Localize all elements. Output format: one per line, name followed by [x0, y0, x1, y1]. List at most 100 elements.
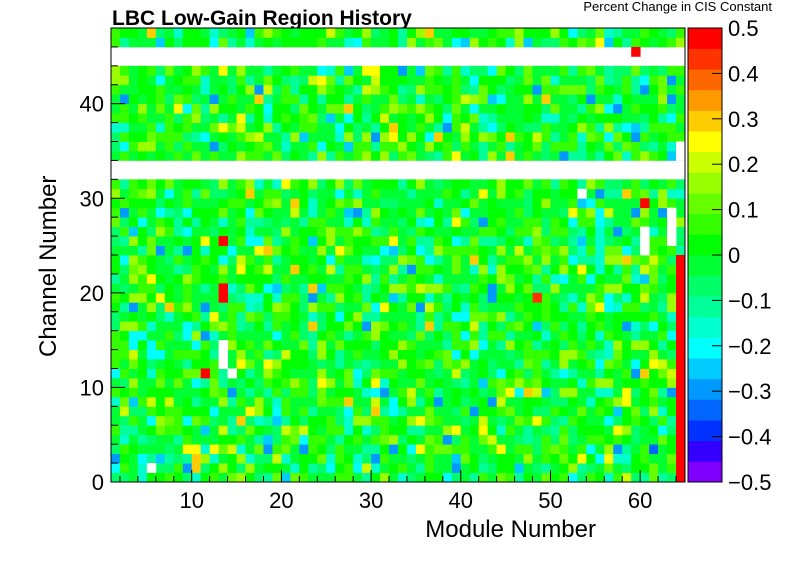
heatmap-cell: [559, 377, 569, 388]
heatmap-cell: [317, 340, 327, 350]
heatmap-cell: [433, 406, 444, 417]
heatmap-cell: [586, 179, 596, 190]
heatmap-cell: [398, 359, 408, 369]
heatmap-cell: [128, 359, 139, 369]
heatmap-cell: [496, 150, 507, 161]
heatmap-cell: [604, 368, 614, 379]
heatmap-cell: [290, 28, 300, 38]
heatmap-cell: [433, 264, 444, 275]
heatmap-cell: [191, 396, 202, 407]
heatmap-cell: [487, 226, 498, 237]
heatmap-cell: [424, 340, 435, 350]
heatmap-cell: [586, 444, 596, 455]
heatmap-cell: [415, 283, 426, 294]
heatmap-cell: [146, 396, 157, 407]
heatmap-cell: [308, 302, 318, 313]
heatmap-cell: [442, 283, 453, 294]
heatmap-cell: [514, 359, 524, 369]
heatmap-cell: [451, 425, 462, 436]
heatmap-cell: [173, 65, 184, 76]
heatmap-cell: [263, 396, 273, 407]
heatmap-cell: [254, 377, 264, 388]
heatmap-cell: [245, 396, 255, 407]
heatmap-cell: [326, 188, 336, 199]
heatmap-cell: [281, 207, 291, 218]
heatmap-cell: [173, 463, 184, 473]
heatmap-cell: [532, 377, 542, 388]
heatmap-cell: [398, 340, 408, 350]
heatmap-cell: [155, 65, 166, 76]
heatmap-cell: [523, 188, 533, 199]
heatmap-cell: [236, 75, 246, 86]
heatmap-cell: [595, 321, 605, 332]
heatmap-cell: [308, 37, 318, 48]
heatmap-cell: [469, 113, 480, 123]
heatmap-cell: [191, 292, 202, 303]
heatmap-cell: [478, 330, 489, 341]
heatmap-cell: [469, 207, 480, 218]
y-tick-label: 10: [80, 375, 104, 400]
heatmap-cell: [335, 103, 345, 114]
heatmap-cell: [209, 387, 220, 398]
heatmap-cell: [290, 236, 300, 246]
heatmap-cell: [398, 150, 408, 161]
heatmap-cell: [640, 359, 650, 369]
heatmap-cell: [586, 330, 596, 341]
heatmap-cell: [523, 302, 533, 313]
heatmap-cell: [658, 264, 668, 275]
heatmap-cell: [218, 217, 228, 228]
heatmap-cell: [137, 463, 148, 473]
heatmap-cell: [631, 302, 641, 313]
heatmap-cell: [272, 283, 282, 294]
heatmap-cell: [469, 188, 480, 199]
heatmap-cell: [622, 245, 632, 256]
outlier-cell: [218, 283, 228, 303]
heatmap-cell: [272, 340, 282, 350]
heatmap-cell: [442, 245, 453, 256]
heatmap-cell: [496, 28, 507, 38]
heatmap-cell: [317, 65, 327, 76]
heatmap-cell: [667, 425, 677, 436]
heatmap-cell: [442, 368, 453, 379]
heatmap-cell: [128, 198, 139, 209]
heatmap-cell: [245, 292, 255, 303]
heatmap-cell: [263, 434, 273, 445]
heatmap-cell: [424, 283, 435, 294]
heatmap-cell: [191, 217, 202, 228]
heatmap-cell: [137, 113, 148, 123]
heatmap-cell: [577, 141, 587, 152]
heatmap-cell: [496, 302, 507, 313]
heatmap-cell: [451, 65, 462, 76]
heatmap-cell: [218, 387, 228, 398]
heatmap-cell: [469, 226, 480, 237]
heatmap-cell: [469, 273, 480, 284]
heatmap-cell: [308, 321, 318, 332]
heatmap-cell: [478, 264, 489, 275]
heatmap-cell: [326, 387, 336, 398]
heatmap-cell: [389, 463, 399, 473]
heatmap-cell: [604, 103, 614, 114]
heatmap-cell: [658, 113, 668, 123]
heatmap-cell: [550, 387, 560, 398]
heatmap-cell: [649, 179, 659, 190]
heatmap-cell: [433, 368, 444, 379]
heatmap-cell: [631, 292, 641, 303]
heatmap-cell: [514, 396, 524, 407]
heatmap-cell: [613, 349, 623, 360]
heatmap-cell: [164, 141, 175, 152]
heatmap-cell: [568, 292, 578, 303]
heatmap-cell: [236, 245, 246, 256]
heatmap-cell: [415, 406, 426, 417]
heatmap-cell: [550, 255, 560, 265]
heatmap-cell: [272, 188, 282, 199]
heatmap-cell: [550, 321, 560, 332]
heatmap-cell: [173, 207, 184, 218]
heatmap-cell: [308, 453, 318, 464]
heatmap-cell: [335, 207, 345, 218]
heatmap-cell: [604, 444, 614, 455]
heatmap-cell: [577, 245, 587, 256]
heatmap-cell: [442, 472, 453, 483]
outlier-cell: [218, 236, 228, 246]
heatmap-cell: [577, 292, 587, 303]
heatmap-cell: [622, 406, 632, 417]
